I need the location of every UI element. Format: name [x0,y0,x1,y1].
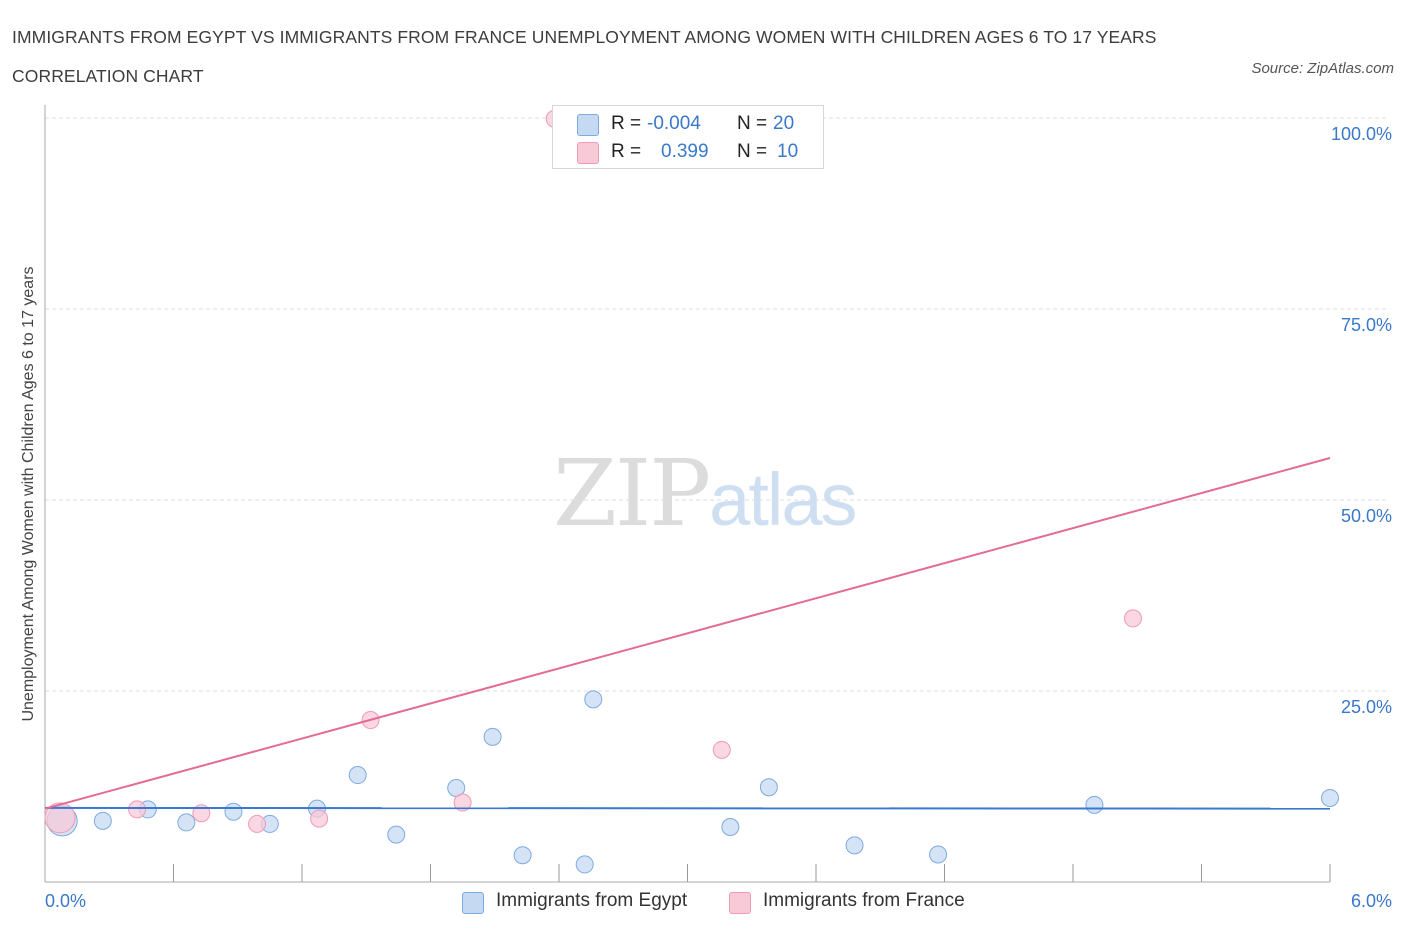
correlation-legend: R = -0.004 N = 20 R = 0.399 N = 10 [552,105,824,169]
source-label: Source: ZipAtlas.com [1251,60,1394,77]
france-point-3 [248,814,267,833]
egypt-point-16 [845,836,864,855]
chart-title: IMMIGRANTS FROM EGYPT VS IMMIGRANTS FROM… [12,27,1157,86]
egypt-point-3 [177,813,196,832]
egypt-trend-line [44,806,1331,810]
legend-egypt-r-value: -0.004 [647,113,701,134]
y-tick-label-100: 100.0% [1331,124,1392,144]
legend-france-r-value: 0.399 [661,141,709,162]
legend-france-r-label: R = [611,141,642,162]
egypt-point-15 [759,778,778,797]
egypt-point-4 [224,802,243,821]
egypt-point-1 [93,811,112,830]
y-tick-label-25: 25.0% [1341,697,1392,717]
france-point-4 [310,809,329,828]
egypt-point-13 [584,690,603,709]
egypt-point-18 [1085,795,1104,814]
egypt-point-8 [387,825,406,844]
legend-egypt-r-label: R = [611,113,642,134]
egypt-point-14 [721,817,740,836]
x-tick-label-min: 0.0% [45,891,86,911]
legend-swatch-egypt [577,114,599,136]
legend-swatch-france [577,142,599,164]
france-point-6 [453,793,472,812]
egypt-point-11 [513,846,532,865]
egypt-point-17 [929,845,948,864]
y-tick-label-50: 50.0% [1341,506,1392,526]
egypt-point-10 [483,727,502,746]
x-tick-label-max: 6.0% [1351,891,1392,911]
egypt-point-7 [348,766,367,785]
france-point-9 [1123,609,1142,628]
bottom-legend-swatch-france [729,892,751,914]
france-point-0 [44,802,76,834]
legend-france-n-label: N = [737,141,768,162]
legend-france-n-value: 10 [777,141,799,162]
egypt-point-19 [1321,788,1339,807]
france-point-8 [712,740,731,759]
egypt-point-12 [575,855,594,874]
france-point-2 [192,804,211,823]
france-trend-line [44,457,1331,810]
watermark-zip: ZIP [553,440,711,547]
legend-egypt-n-label: N = [737,113,768,134]
france-point-1 [128,800,147,819]
legend-egypt-n-value: 20 [773,113,795,134]
bottom-legend-swatch-egypt [462,892,484,914]
bottom-legend-label-france: Immigrants from France [763,890,965,911]
y-tick-label-75: 75.0% [1341,315,1392,335]
bottom-legend-label-egypt: Immigrants from Egypt [496,890,688,911]
